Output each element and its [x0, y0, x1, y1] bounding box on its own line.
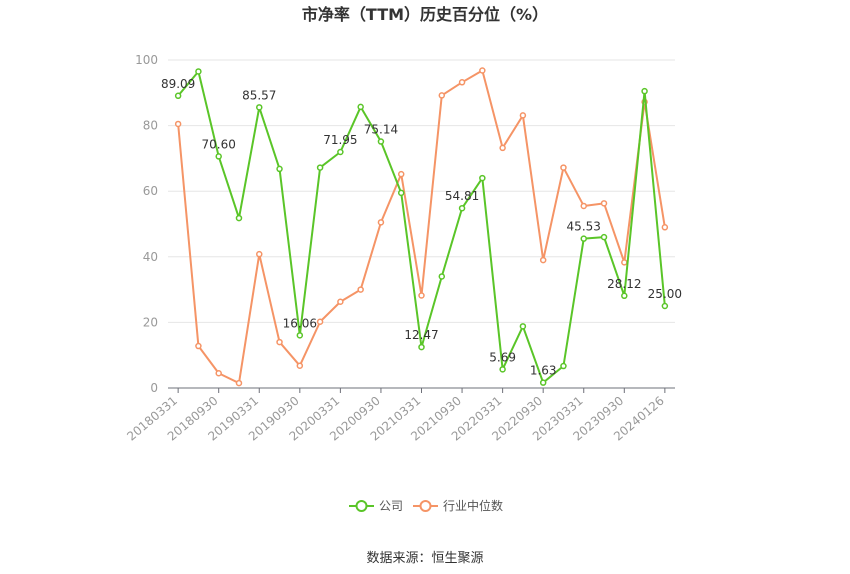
y-tick-label: 40 [143, 250, 158, 264]
data-label: 5.69 [489, 350, 516, 364]
data-label: 54.81 [445, 189, 479, 203]
legend-label: 行业中位数 [443, 498, 503, 513]
data-label: 85.57 [242, 88, 276, 102]
data-point[interactable] [438, 92, 446, 99]
data-point[interactable] [560, 164, 567, 171]
data-point[interactable] [499, 144, 506, 152]
legend-marker-icon [355, 500, 368, 512]
data-point[interactable] [397, 189, 405, 197]
data-label: 45.53 [567, 220, 601, 234]
data-point[interactable] [276, 165, 283, 173]
data-point[interactable] [235, 214, 243, 222]
data-labels: 89.09 70.60 85.57 16.06 71.95 75.14 12.47 54.81… [161, 77, 682, 378]
data-point[interactable] [479, 174, 486, 182]
data-point[interactable] [600, 200, 608, 207]
data-label: 28.12 [607, 277, 641, 291]
data-point[interactable] [458, 204, 466, 212]
data-point[interactable] [296, 362, 304, 369]
legend[interactable]: 公司 行业中位数 [349, 498, 503, 513]
x-axis: 2018033120180930201903312019093020200331… [124, 387, 675, 444]
data-point[interactable] [316, 164, 324, 171]
data-point[interactable] [539, 256, 547, 264]
data-point[interactable] [276, 338, 283, 346]
y-tick-label: 20 [143, 315, 158, 329]
chart-title: 市净率（TTM）历史百分位（%） [302, 5, 548, 24]
data-point[interactable] [519, 323, 527, 330]
data-point[interactable] [418, 343, 425, 351]
data-point[interactable] [195, 68, 202, 75]
data-point[interactable] [357, 286, 364, 293]
data-label: 70.60 [202, 137, 236, 151]
data-point[interactable] [316, 318, 324, 325]
data-point[interactable] [458, 79, 466, 86]
data-label: 25.00 [648, 287, 682, 301]
data-point[interactable] [621, 259, 628, 266]
data-point[interactable] [661, 302, 669, 310]
y-tick-label: 80 [143, 119, 158, 133]
data-point[interactable] [256, 104, 263, 111]
y-tick-label: 100 [135, 53, 158, 67]
y-tick-label: 60 [143, 184, 158, 198]
data-point[interactable] [377, 219, 385, 226]
data-point[interactable] [215, 153, 222, 160]
data-point[interactable] [600, 233, 608, 241]
data-point[interactable] [499, 366, 506, 373]
data-point[interactable] [560, 362, 567, 370]
data-label: 1.63 [530, 364, 557, 378]
data-point[interactable] [519, 112, 527, 119]
series-industry-median [174, 67, 669, 387]
legend-item-industry-median[interactable]: 行业中位数 [413, 498, 503, 513]
data-point[interactable] [621, 292, 628, 300]
legend-marker-icon [419, 500, 432, 512]
data-point[interactable] [539, 379, 547, 386]
data-point[interactable] [256, 250, 263, 258]
data-point[interactable] [661, 224, 669, 231]
data-label: 75.14 [364, 123, 398, 137]
data-point[interactable] [296, 332, 304, 339]
data-point[interactable] [337, 298, 344, 305]
data-point[interactable] [357, 103, 364, 111]
y-tick-label: 0 [150, 381, 158, 395]
data-point[interactable] [641, 87, 648, 95]
series-layer [174, 67, 669, 387]
grid [168, 59, 675, 323]
series-company [174, 68, 669, 386]
data-point[interactable] [397, 170, 405, 178]
data-point[interactable] [479, 67, 486, 74]
data-point[interactable] [337, 148, 344, 156]
data-point[interactable] [438, 273, 446, 280]
data-label: 16.06 [283, 316, 317, 330]
data-label: 12.47 [404, 328, 438, 342]
data-point[interactable] [215, 369, 222, 377]
legend-label: 公司 [379, 499, 403, 513]
data-point[interactable] [174, 120, 182, 128]
data-point[interactable] [580, 202, 587, 210]
data-point[interactable] [174, 92, 182, 100]
legend-item-company[interactable]: 公司 [349, 499, 403, 513]
data-label: 71.95 [323, 133, 357, 147]
data-point[interactable] [377, 138, 385, 145]
data-label: 89.09 [161, 77, 195, 91]
data-point[interactable] [235, 379, 243, 387]
y-axis-ticks: 0 20 40 60 80 100 [135, 53, 158, 395]
data-point[interactable] [580, 235, 587, 242]
data-point[interactable] [195, 342, 202, 350]
data-point[interactable] [418, 292, 425, 299]
source-note: 数据来源：恒生聚源 [366, 551, 483, 566]
